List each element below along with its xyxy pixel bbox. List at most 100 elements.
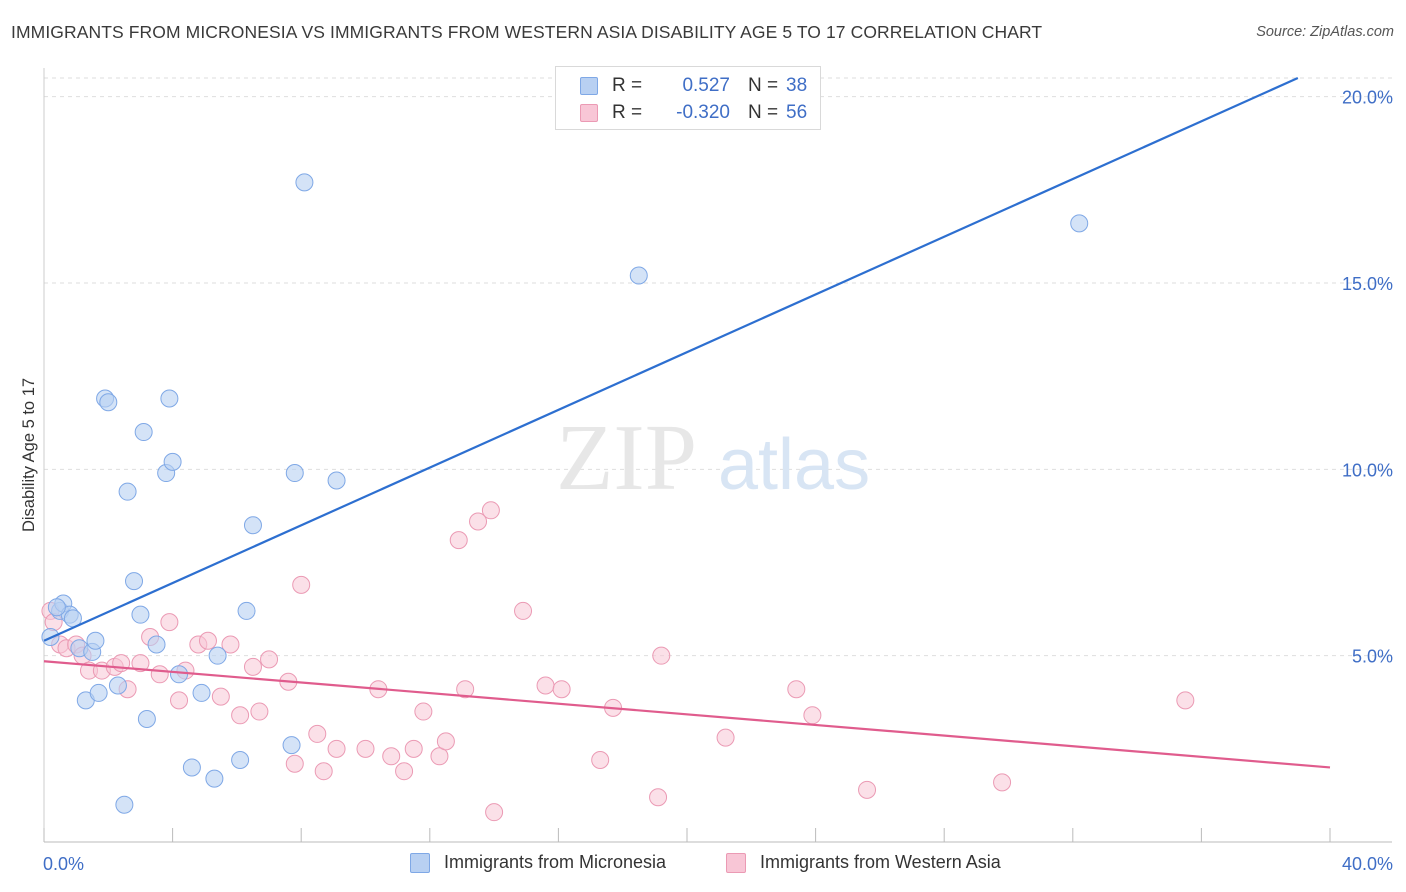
axis-labels: 5.0% 10.0% 15.0% 20.0% 0.0% 40.0% Disability A… [20,88,1393,874]
point-western-asia [993,773,1012,792]
trend-line-micronesia [43,76,1299,642]
bottom-legend-swatch-western-asia [726,852,746,873]
point-micronesia [243,516,262,535]
source-label: Source: ZipAtlas.com [1256,24,1394,40]
axes [43,68,1392,843]
point-western-asia [395,762,414,781]
point-western-asia [260,650,279,669]
point-western-asia [716,728,735,747]
legend-r-label: R = [612,75,643,96]
point-micronesia [134,423,153,442]
point-micronesia [108,676,127,695]
point-micronesia [170,665,189,684]
point-western-asia [591,751,610,770]
point-micronesia [137,710,156,729]
legend-row-western-asia: R = -0.320 N = 56 [556,100,807,126]
point-micronesia [285,464,304,483]
point-western-asia [552,680,571,699]
gridlines [44,77,1392,657]
point-micronesia [327,471,346,490]
point-western-asia [514,601,533,620]
point-micronesia [192,683,211,702]
point-micronesia [147,635,166,654]
point-western-asia [231,706,250,725]
legend-n-value-western-asia: 56 [786,102,808,123]
legend-n-label: N = [748,75,779,96]
point-western-asia [150,665,169,684]
point-micronesia [131,605,150,624]
point-western-asia [449,531,468,550]
point-western-asia [469,512,488,531]
point-western-asia [356,739,375,758]
bottom-legend-western-asia: Immigrants from Western Asia [726,852,1001,873]
point-western-asia [292,575,311,594]
bottom-legend-label-micronesia: Immigrants from Micronesia [444,852,667,872]
point-micronesia [205,769,224,788]
point-micronesia [282,736,301,755]
legend-n-value-micronesia: 38 [786,75,808,96]
point-western-asia [170,691,189,710]
point-western-asia [858,780,877,799]
point-western-asia [414,702,433,721]
bottom-legend-label-western-asia: Immigrants from Western Asia [760,852,1001,872]
point-micronesia [160,389,179,408]
point-micronesia [629,266,648,285]
legend-swatch-western-asia [580,104,598,122]
point-western-asia [652,646,671,665]
y-tick-label: 15.0% [1342,274,1393,294]
point-western-asia [131,654,150,673]
point-western-asia [308,724,327,743]
point-western-asia [787,680,806,699]
point-western-asia [221,635,240,654]
trend-line-western-asia [43,660,1331,769]
point-micronesia [237,601,256,620]
point-western-asia [649,788,668,807]
point-western-asia [250,702,269,721]
legend-r-value-micronesia: 0.527 [682,75,730,96]
y-axis-title: Disability Age 5 to 17 [20,378,38,532]
point-western-asia [314,762,333,781]
point-western-asia [430,747,449,766]
series-micronesia-points [41,173,1089,814]
bottom-legend-swatch-micronesia [410,852,430,873]
watermark-atlas: atlas [718,425,870,505]
point-western-asia [1176,691,1195,710]
point-western-asia [285,754,304,773]
point-western-asia [436,732,455,751]
bottom-legend-micronesia: Immigrants from Micronesia [410,852,666,873]
legend-r-value-western-asia: -0.320 [676,102,730,123]
legend-swatch-micronesia [580,77,598,95]
point-micronesia [295,173,314,192]
legend-r-label: R = [612,102,643,123]
point-western-asia [211,687,230,706]
legend-n-label: N = [748,102,779,123]
point-western-asia [198,631,217,650]
point-micronesia [115,795,134,814]
point-micronesia [1070,214,1089,233]
point-western-asia [404,739,423,758]
point-micronesia [182,758,201,777]
point-western-asia [456,680,475,699]
correlation-legend: R = 0.527 N = 38 R = -0.320 N = 56 [555,66,821,130]
x-tick-label: 0.0% [43,854,84,874]
point-micronesia [47,598,66,617]
point-micronesia [118,482,137,501]
y-tick-label: 20.0% [1342,88,1393,108]
point-micronesia [163,452,182,471]
point-micronesia [231,751,250,770]
point-micronesia [99,393,118,412]
point-micronesia [208,646,227,665]
point-western-asia [160,613,179,632]
watermark: ZIP atlas [556,406,870,510]
point-western-asia [485,803,504,822]
point-western-asia [481,501,500,520]
point-western-asia [536,676,555,695]
trend-lines [43,76,1331,769]
x-tick-label: 40.0% [1342,854,1393,874]
watermark-zip: ZIP [556,406,697,510]
point-western-asia [243,657,262,676]
legend-row-micronesia: R = 0.527 N = 38 [556,73,807,99]
chart-title: IMMIGRANTS FROM MICRONESIA VS IMMIGRANTS… [11,22,1043,42]
point-western-asia [327,739,346,758]
point-western-asia [382,747,401,766]
